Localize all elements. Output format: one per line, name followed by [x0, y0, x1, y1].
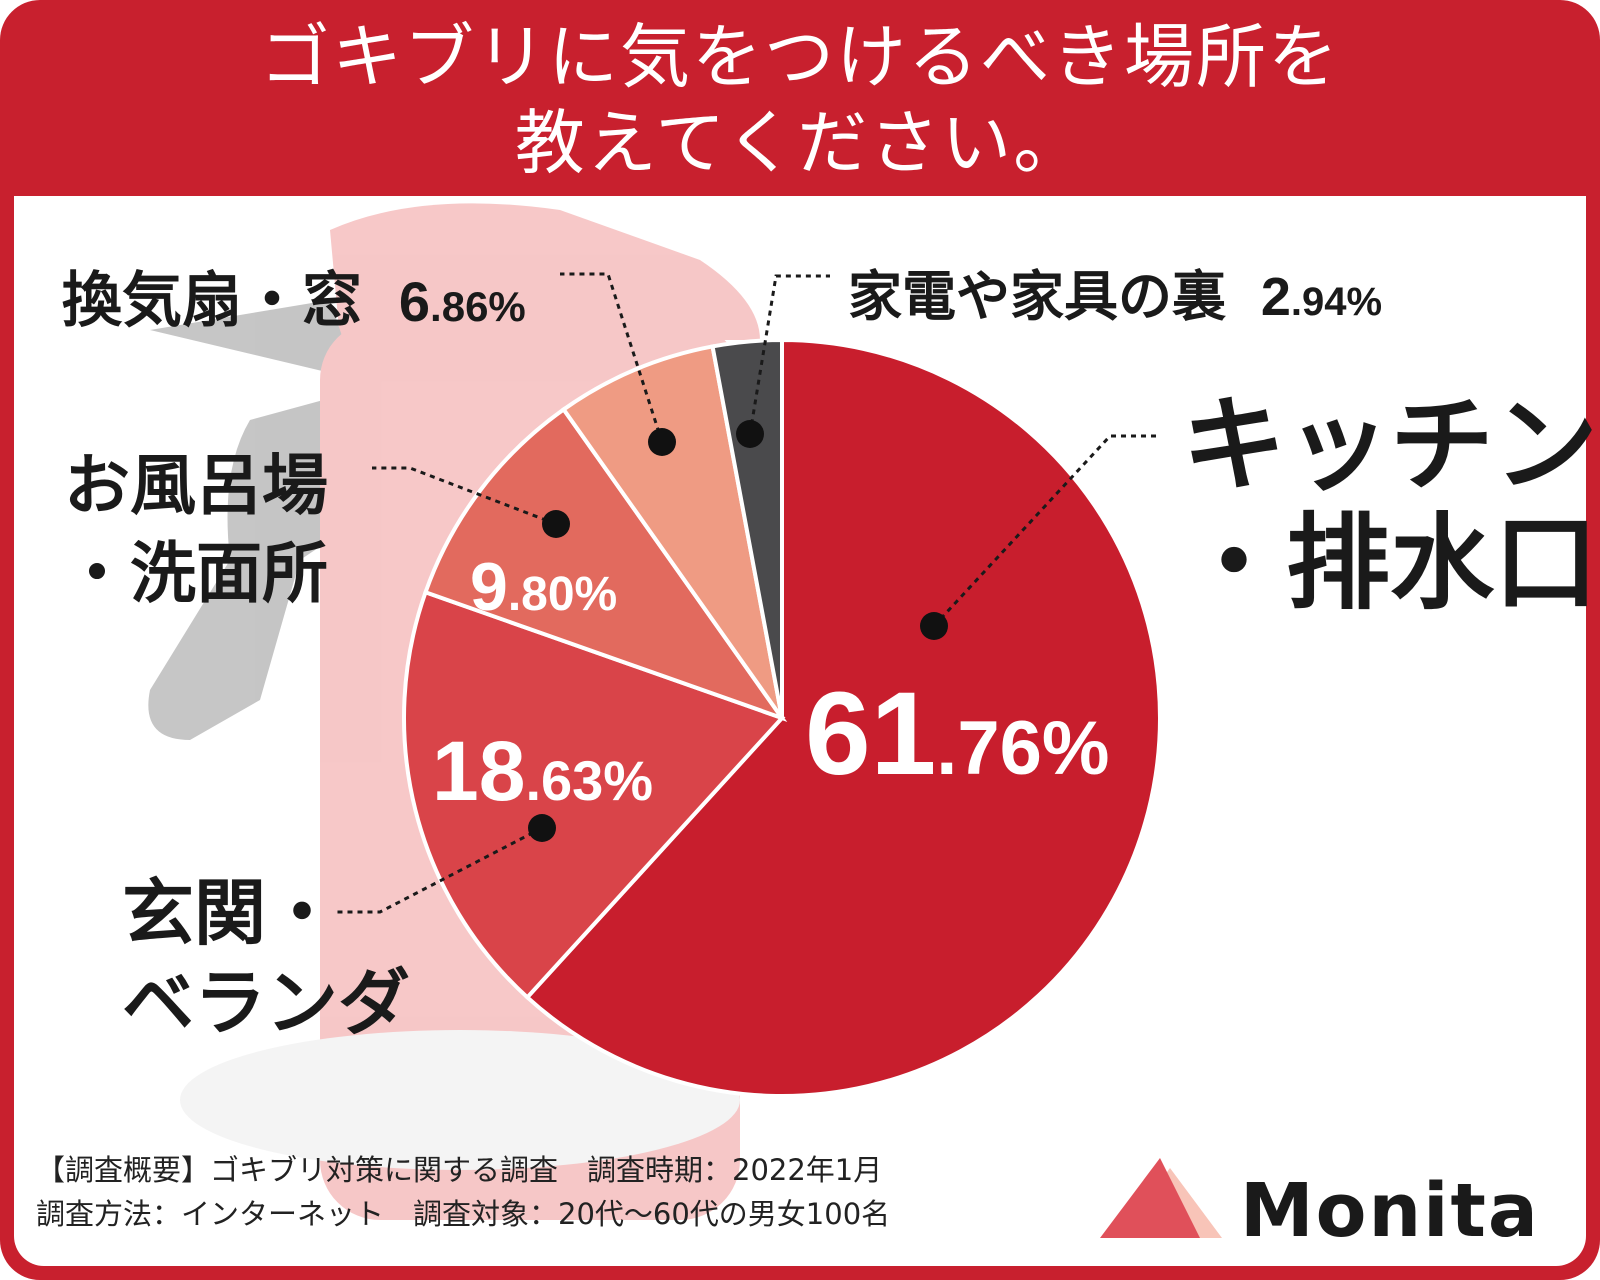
label-entrance-line-1: 玄関・: [122, 871, 339, 955]
label-vent-pct: 6.86%: [399, 270, 526, 333]
leader-line-behind: [748, 274, 830, 435]
monita-logo-text: Monita: [1240, 1168, 1540, 1254]
footer-line-2: 調査方法：インターネット 調査対象：20代〜60代の男女100名: [36, 1197, 891, 1231]
vent-pct-dec: .86%: [430, 283, 526, 330]
pie-slice-kitchen: [524, 337, 1162, 1098]
label-behind-name: 家電や家具の裏: [848, 265, 1226, 328]
label-kitchen-line-2: ・排水口: [1182, 502, 1599, 624]
slice-value-bath: 9.80%: [470, 549, 617, 625]
slice-value-entrance: 18.63%: [432, 724, 653, 818]
pie-slice-vent: [560, 344, 784, 720]
behind-pct-dec: .94%: [1290, 280, 1383, 324]
leader-dot-behind: [736, 420, 764, 448]
leader-line-bath: [372, 466, 557, 526]
survey-footer: 【調査概要】ゴキブリ対策に関する調査 調査時期：2022年1月 調査方法：インタ…: [36, 1148, 890, 1236]
title-line-2: 教えてください。: [514, 102, 1086, 184]
label-kitchen: キッチン ・排水口: [1182, 386, 1598, 622]
label-behind-pct: 2.94%: [1261, 267, 1382, 327]
vent-pct-int: 6: [398, 270, 431, 333]
label-bath-line-1: お風呂場: [64, 447, 328, 524]
label-vent: 換気扇・窓 6.86%: [62, 252, 526, 339]
pie-slice-bath: [422, 406, 788, 722]
label-bath: お風呂場 ・洗面所: [64, 442, 328, 618]
label-vent-name: 換気扇・窓: [62, 266, 362, 336]
leader-dot-entrance: [528, 814, 556, 842]
label-behind: 家電や家具の裏 2.94%: [848, 252, 1382, 331]
leader-lines: [336, 272, 1160, 914]
label-entrance-line-2: ベランダ: [122, 961, 411, 1045]
leader-dot-bath: [542, 510, 570, 538]
slice-value-labels: 61.76% 18.63% 9.80%: [432, 549, 1110, 818]
pie-slices: [402, 337, 1162, 1098]
footer-line-1: 【調査概要】ゴキブリ対策に関する調査 調査時期：2022年1月: [36, 1153, 883, 1187]
label-kitchen-line-1: キッチン: [1182, 384, 1599, 506]
leader-dot-vent: [648, 428, 676, 456]
leader-line-entrance: [336, 826, 543, 914]
behind-pct-int: 2: [1260, 267, 1291, 327]
title-line-1: ゴキブリに気をつけるべき場所を: [260, 16, 1340, 98]
chart-title: ゴキブリに気をつけるべき場所を 教えてください。: [0, 14, 1600, 186]
pie-slice-behind: [710, 337, 784, 719]
pie-slice-entrance: [402, 589, 786, 1001]
monita-logo-mark: [1100, 1158, 1222, 1238]
label-bath-line-2: ・洗面所: [64, 535, 328, 612]
slice-value-kitchen: 61.76%: [805, 668, 1110, 800]
leader-line-kitchen: [932, 434, 1160, 628]
label-entrance: 玄関・ ベランダ: [122, 868, 410, 1048]
leader-dot-kitchen: [920, 612, 948, 640]
